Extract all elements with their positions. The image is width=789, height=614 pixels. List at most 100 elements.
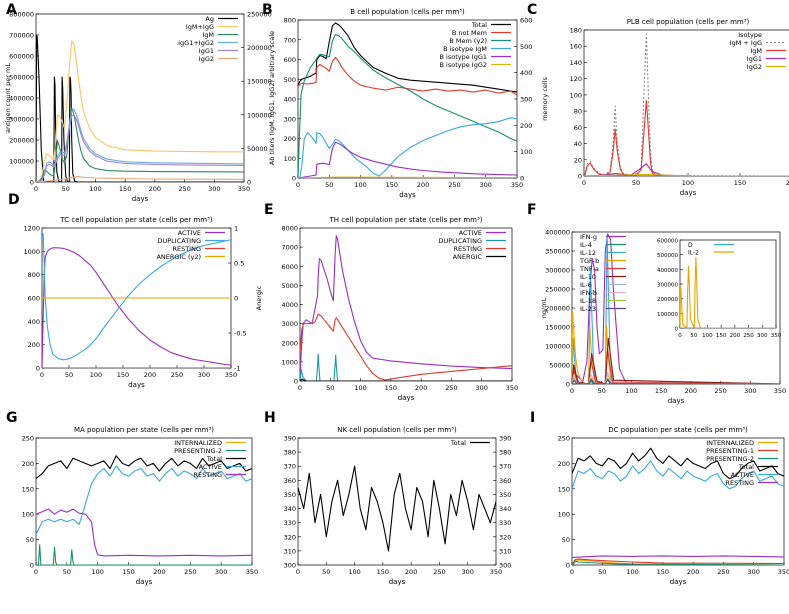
- x-tick-label: 150: [385, 384, 397, 392]
- x-tick-label: 200: [149, 185, 161, 193]
- x-tick-label: 350: [511, 181, 523, 189]
- y-tick-label: 250: [558, 435, 570, 443]
- y-tick-label: 50000: [549, 362, 570, 370]
- panel-letter: B: [262, 2, 273, 18]
- series-line-resting: [36, 508, 252, 557]
- panel-letter: I: [530, 410, 536, 426]
- plot-frame: [679, 239, 777, 329]
- legend-label-tnf-a: TNF-a: [579, 265, 599, 273]
- y-tick-label: 500: [284, 76, 296, 84]
- y-tick-label: 200000: [657, 297, 678, 303]
- y-tick-label: 700: [284, 36, 296, 44]
- x-tick-label: 200: [153, 568, 165, 576]
- y2-axis-label: Ab titers (IgM, IgG1, IgG2) arbitrary sc…: [268, 31, 276, 165]
- y-tick-label: 7000: [281, 244, 298, 252]
- y-tick-label: 1000: [23, 248, 40, 256]
- legend-label-active: ACTIVE: [459, 229, 482, 237]
- y-tick-label: 50: [562, 536, 570, 544]
- x-tick-label: 150: [122, 568, 134, 576]
- series-line-il-2: [680, 257, 776, 328]
- x-tick-label: 300: [462, 568, 474, 576]
- panel-letter: C: [527, 2, 538, 18]
- series-line-b-isotype-igg2: [298, 176, 517, 178]
- series-line-igg1-igg2: [36, 108, 244, 182]
- legend-label-il-4: IL-4: [580, 241, 592, 249]
- x-tick-label: 250: [178, 185, 190, 193]
- y-tick-label: 3000: [281, 320, 298, 328]
- y2-tick-label: 250000: [247, 11, 272, 19]
- y-tick-label: 330: [284, 519, 296, 527]
- x-tick-label: 250: [743, 333, 754, 339]
- y-tick-label: 310: [284, 547, 296, 555]
- panel-letter: D: [8, 192, 20, 208]
- legend-label-anergic-y2: ANERGIC (y2): [156, 253, 201, 261]
- legend-label-il-18: IL-18: [580, 297, 596, 305]
- legend-label-resting: RESTING: [193, 471, 222, 479]
- x-tick-label: 150: [386, 181, 398, 189]
- chart-title: TC cell population per state (cells per …: [59, 216, 212, 224]
- y-tick-label: 300: [284, 115, 296, 123]
- x-tick-label: 300: [215, 568, 227, 576]
- x-tick-label: 0: [570, 568, 574, 576]
- series-line-il-10: [572, 337, 780, 384]
- x-tick-label: 300: [208, 185, 220, 193]
- y2-tick-label: 390: [499, 435, 511, 443]
- series-line-igg2: [36, 176, 244, 182]
- x-axis-label: days: [389, 578, 406, 586]
- x-tick-label: 300: [748, 568, 760, 576]
- legend-label-presenting-2: PRESENTING-2: [706, 455, 754, 463]
- y2-tick-label: -0.5: [234, 330, 247, 338]
- legend-label-ag: Ag: [205, 15, 214, 23]
- x-tick-label: 350: [225, 371, 237, 379]
- y-tick-label: 180: [570, 27, 582, 35]
- y-tick-label: 0: [578, 173, 582, 181]
- x-tick-label: 50: [63, 568, 71, 576]
- y-tick-label: 150: [22, 485, 34, 493]
- chart-title: TH cell population per state (cells per …: [329, 216, 483, 224]
- y-tick-label: 100: [22, 511, 34, 519]
- y-tick-label: 200000: [9, 137, 34, 145]
- x-tick-label: 0: [34, 568, 38, 576]
- y2-axis-label: Anergic: [255, 285, 263, 310]
- series-line-presenting-1: [572, 558, 784, 565]
- y-tick-label: 350000: [545, 248, 570, 256]
- x-tick-label: 0: [34, 185, 38, 193]
- x-tick-label: 350: [490, 568, 502, 576]
- y-tick-label: 500000: [9, 74, 34, 82]
- x-axis-label: days: [136, 578, 153, 586]
- x-tick-label: 250: [184, 568, 196, 576]
- y-tick-label: 20: [574, 156, 582, 164]
- series-line-total: [36, 455, 252, 480]
- y-tick-label: 100: [284, 155, 296, 163]
- y2-tick-label: 300: [499, 562, 511, 570]
- chart-title: PLB cell population (cells per mm³): [627, 18, 750, 26]
- x-axis-label: days: [680, 189, 697, 197]
- series-line-duplicating: [42, 233, 231, 361]
- legend-label-active: ACTIVE: [178, 229, 201, 237]
- x-tick-label: 100: [92, 568, 104, 576]
- y2-tick-label: 320: [499, 533, 511, 541]
- legend-label-il-10: IL-10: [580, 273, 596, 281]
- x-axis-label: days: [670, 578, 687, 586]
- series-line-ifn-b: [572, 373, 780, 384]
- legend-label-active: ACTIVE: [731, 471, 754, 479]
- y-tick-label: 0: [566, 381, 570, 389]
- y-tick-label: 390: [284, 435, 296, 443]
- chart-title: NK cell population (cells per mm³): [337, 426, 457, 434]
- x-tick-label: 100: [89, 185, 101, 193]
- y-tick-label: 400000: [657, 268, 678, 274]
- x-tick-label: 0: [678, 333, 682, 339]
- y-tick-label: 40: [574, 140, 582, 148]
- legend-label-tgf-b: TGF-b: [579, 257, 599, 265]
- x-tick-label: 150: [734, 179, 746, 187]
- series-line-igm: [584, 100, 789, 176]
- y-tick-label: 100: [558, 511, 570, 519]
- y-tick-label: 320: [284, 533, 296, 541]
- y-tick-label: 250000: [545, 286, 570, 294]
- series-line-b-not-mem: [298, 56, 517, 96]
- x-tick-label: 350: [238, 185, 250, 193]
